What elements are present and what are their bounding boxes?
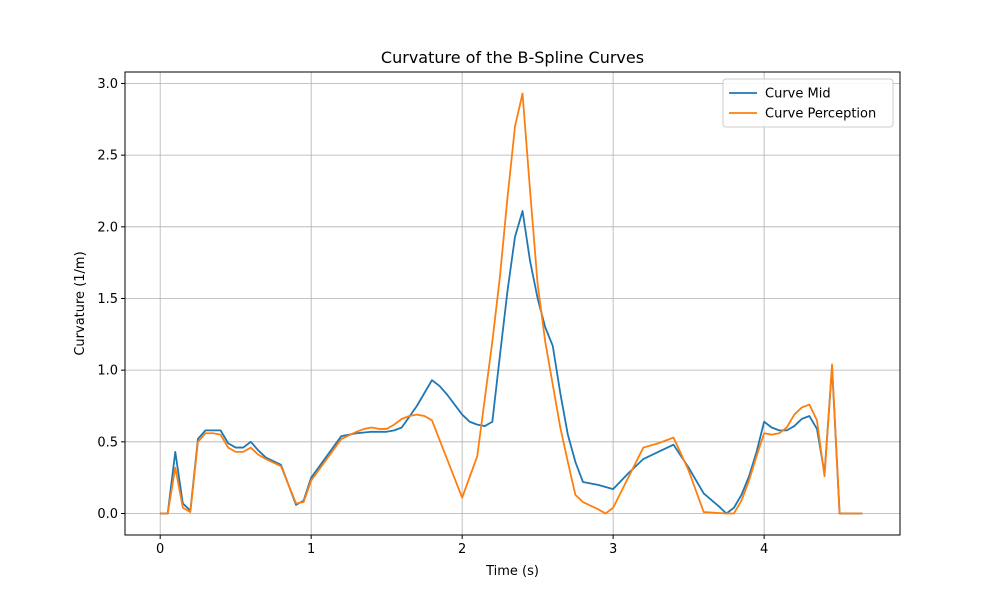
chart-title: Curvature of the B-Spline Curves	[381, 48, 644, 67]
y-tick-label: 1.5	[97, 292, 118, 307]
y-tick-label: 0.0	[97, 507, 118, 522]
x-axis-label: Time (s)	[485, 564, 539, 579]
y-axis-label: Curvature (1/m)	[73, 251, 88, 355]
legend-box	[722, 78, 894, 128]
x-tick-label: 1	[307, 542, 315, 557]
y-tick-label: 3.0	[97, 77, 118, 92]
x-tick-label: 3	[609, 542, 617, 557]
y-tick-label: 2.5	[97, 149, 118, 164]
x-tick-label: 4	[760, 542, 768, 557]
legend-entry: Curve Perception	[765, 107, 876, 122]
y-tick-label: 0.5	[97, 435, 118, 450]
x-tick-label: 0	[156, 542, 164, 557]
axis-ticks: 0 1 2 3 4 0.0 0.5 1.0 1.5 2.0 2.5 3.0	[97, 77, 768, 557]
x-tick-label: 2	[458, 542, 466, 557]
y-tick-label: 2.0	[97, 220, 118, 235]
legend: Curve Mid Curve Perception	[722, 78, 894, 128]
series-line-curve-mid	[160, 210, 863, 515]
plot-frame	[124, 71, 901, 536]
series-line-curve-perception	[160, 92, 863, 515]
series-lines	[160, 92, 863, 515]
legend-entry: Curve Mid	[765, 87, 831, 102]
y-tick-label: 1.0	[97, 364, 118, 379]
